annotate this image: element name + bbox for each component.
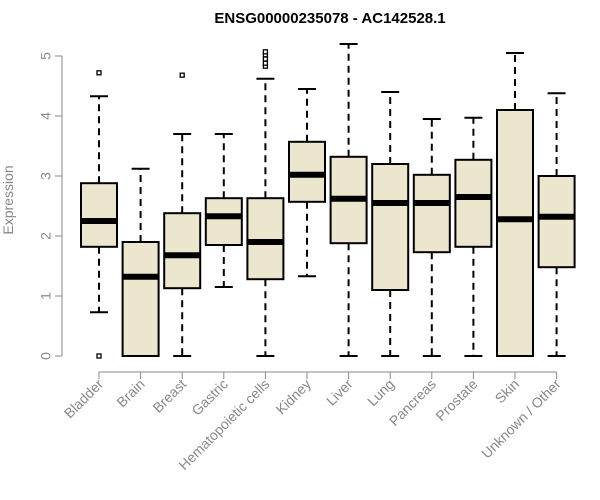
x-tick-label-brain: Brain bbox=[113, 376, 147, 410]
y-tick-label: 4 bbox=[38, 112, 54, 120]
box-breast bbox=[163, 72, 202, 357]
box-lung bbox=[371, 91, 410, 357]
y-tick-label: 2 bbox=[38, 232, 54, 240]
box-iqr bbox=[204, 197, 243, 246]
x-tick-label-breast: Breast bbox=[149, 376, 189, 416]
box-bladder bbox=[80, 70, 118, 359]
outlier-point bbox=[96, 353, 102, 359]
box-pancreas bbox=[412, 118, 451, 357]
y-tick-label: 0 bbox=[38, 352, 54, 360]
y-axis: 0 1 2 3 4 5 bbox=[38, 52, 63, 360]
y-tick-label: 3 bbox=[38, 172, 54, 180]
box-iqr bbox=[412, 173, 451, 254]
y-axis-label: Expression bbox=[0, 165, 16, 234]
box-brain bbox=[121, 167, 160, 357]
box-skin bbox=[496, 52, 534, 357]
x-tick-label-lung: Lung bbox=[364, 376, 397, 409]
outlier-point bbox=[96, 70, 102, 76]
box-iqr bbox=[454, 158, 493, 248]
outlier-point bbox=[262, 60, 269, 66]
box-liver bbox=[329, 43, 368, 357]
chart-title: ENSG00000235078 - AC142528.1 bbox=[214, 10, 445, 27]
box-iqr bbox=[163, 212, 202, 290]
x-tick-label-liver: Liver bbox=[323, 376, 356, 409]
box-prostate bbox=[454, 116, 493, 357]
x-tick-label-unknown-other: Unknown / Other bbox=[478, 376, 564, 462]
outlier-point bbox=[262, 49, 269, 55]
x-tick-label-prostate: Prostate bbox=[432, 376, 480, 424]
x-tick-label-kidney: Kidney bbox=[273, 376, 315, 418]
y-tick-label: 5 bbox=[38, 52, 54, 60]
box-iqr bbox=[537, 175, 576, 269]
boxes-group bbox=[80, 43, 576, 359]
box-iqr bbox=[80, 182, 118, 248]
box-unknown-other bbox=[537, 92, 576, 357]
box-hematopoietic-cells bbox=[246, 49, 285, 357]
box-iqr bbox=[371, 163, 410, 291]
y-tick-label: 1 bbox=[38, 292, 54, 300]
x-tick-label-bladder: Bladder bbox=[61, 376, 107, 422]
box-kidney bbox=[288, 88, 326, 278]
x-tick-label-skin: Skin bbox=[492, 376, 523, 407]
outlier-point bbox=[262, 56, 269, 62]
box-iqr bbox=[496, 109, 534, 357]
box-iqr bbox=[246, 197, 285, 281]
box-gastric bbox=[204, 133, 243, 288]
outlier-point bbox=[179, 72, 185, 78]
box-iqr bbox=[121, 241, 160, 357]
